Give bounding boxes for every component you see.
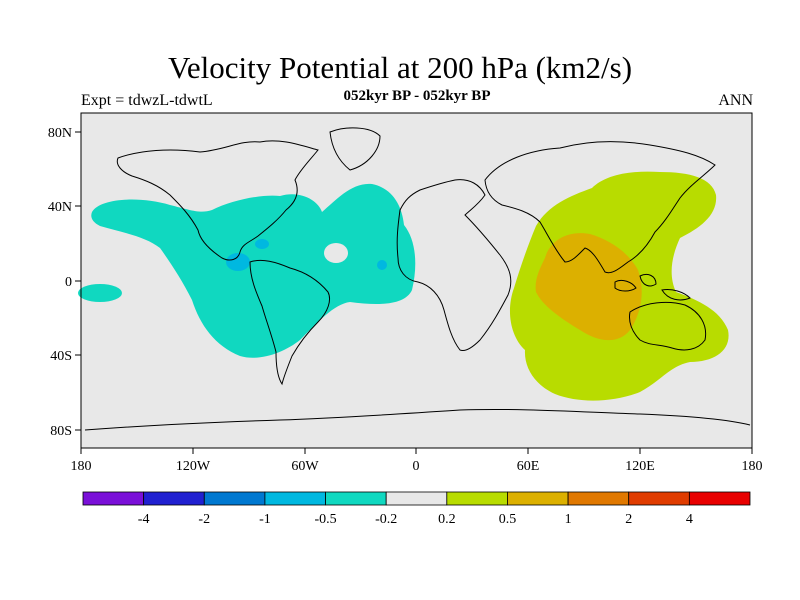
- lon-label: 180: [71, 459, 92, 474]
- negative-region-pacific: [78, 284, 122, 302]
- colorbar-label: 0.2: [438, 512, 456, 527]
- colorbar-swatch: [567, 491, 630, 506]
- lon-label: 120W: [176, 459, 211, 474]
- colorbar-swatch: [264, 491, 326, 506]
- neutral-hole: [324, 243, 348, 263]
- lat-label: 80S: [50, 424, 72, 439]
- colorbar: -4 -2 -1 -0.5 -0.2 0.2 0.5 1 2 4: [82, 491, 751, 527]
- lon-label: 60E: [517, 459, 540, 474]
- colorbar-label: 4: [686, 512, 693, 527]
- colorbar-swatch: [628, 491, 690, 506]
- negative-core-central-america: [226, 253, 250, 271]
- colorbar-label: -0.5: [314, 512, 336, 527]
- lon-label: 0: [413, 459, 420, 474]
- colorbar-label: -1: [259, 512, 271, 527]
- negative-region-americas: [91, 183, 416, 358]
- tick-marks: [75, 131, 753, 454]
- colorbar-swatch: [446, 491, 508, 506]
- negative-core-atlantic: [377, 260, 387, 270]
- lat-label: 0: [65, 275, 72, 290]
- lat-label: 40N: [48, 200, 72, 215]
- season-label: ANN: [718, 92, 753, 109]
- map-title: Velocity Potential at 200 hPa (km2/s): [167, 50, 633, 85]
- colorbar-swatch: [688, 491, 751, 506]
- positive-core-indian-ocean: [535, 233, 642, 341]
- colorbar-swatch: [385, 491, 448, 506]
- colorbar-swatch: [203, 491, 266, 506]
- colorbar-label: 1: [565, 512, 572, 527]
- colorbar-label: 2: [625, 512, 632, 527]
- colorbar-label: -4: [138, 512, 150, 527]
- colorbar-label: -2: [198, 512, 210, 527]
- map-subtitle: 052kyr BP - 052kyr BP: [343, 88, 491, 104]
- colorbar-swatch: [143, 491, 205, 506]
- experiment-label: Expt = tdwzL-tdwtL: [81, 92, 213, 109]
- lon-label: 60W: [291, 459, 319, 474]
- lat-label: 40S: [50, 349, 72, 364]
- lat-label: 80N: [48, 126, 72, 141]
- negative-core-gulf: [255, 239, 269, 249]
- colorbar-swatch: [82, 491, 145, 506]
- coastlines: [84, 127, 751, 431]
- lon-label: 180: [742, 459, 763, 474]
- colorbar-swatch: [507, 491, 569, 506]
- colorbar-swatch: [325, 491, 387, 506]
- lon-label: 120E: [625, 459, 655, 474]
- colorbar-label: 0.5: [499, 512, 517, 527]
- colorbar-label: -0.2: [375, 512, 397, 527]
